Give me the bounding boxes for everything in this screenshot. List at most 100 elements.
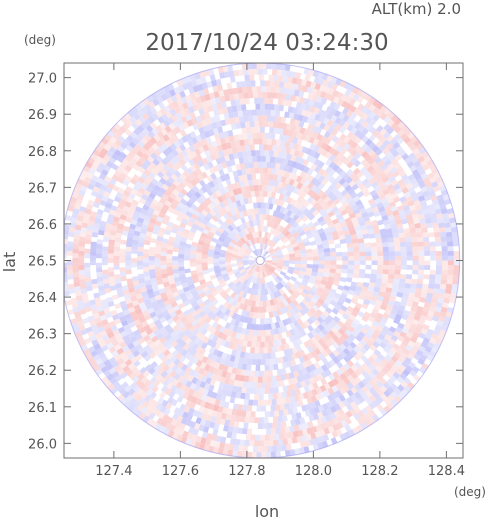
radar-cell xyxy=(382,241,389,248)
radar-cell xyxy=(439,311,447,318)
radar-cell xyxy=(219,187,226,196)
radar-cell xyxy=(312,131,319,139)
radar-cell xyxy=(277,257,284,261)
radar-cell xyxy=(289,308,297,316)
radar-cell xyxy=(400,265,407,270)
radar-cell xyxy=(114,274,121,280)
radar-cell xyxy=(128,306,136,314)
radar-cell xyxy=(103,191,111,198)
radar-cell xyxy=(275,404,281,411)
radar-cell xyxy=(254,208,259,215)
radar-cell xyxy=(277,232,285,240)
radar-cell xyxy=(326,74,333,82)
radar-cell xyxy=(128,372,137,380)
radar-cell xyxy=(310,118,318,126)
radar-cell xyxy=(275,267,282,273)
radar-cell xyxy=(412,269,419,275)
radar-cell xyxy=(170,227,178,234)
radar-cell xyxy=(237,110,244,117)
radar-cell xyxy=(224,205,231,213)
radar-cell xyxy=(74,229,81,235)
radar-cell xyxy=(282,158,289,166)
radar-cell xyxy=(263,97,269,104)
radar-cell xyxy=(299,248,307,254)
radar-cell xyxy=(236,295,243,303)
radar-cell xyxy=(239,247,246,253)
radar-cell xyxy=(276,69,283,76)
radar-cell xyxy=(261,237,266,244)
radar-cell xyxy=(208,333,215,341)
radar-cell xyxy=(271,69,278,76)
radar-cell xyxy=(447,260,454,266)
radar-cell xyxy=(371,206,380,214)
radar-cell xyxy=(170,128,178,137)
radar-cell xyxy=(178,182,186,190)
radar-cell xyxy=(286,390,292,398)
radar-cell xyxy=(253,161,259,168)
radar-cell xyxy=(108,244,115,250)
radar-cell xyxy=(310,395,318,403)
radar-cell xyxy=(212,146,219,154)
radar-cell xyxy=(241,410,247,417)
radar-cell xyxy=(320,320,328,329)
radar-cell xyxy=(286,196,293,204)
radar-cell xyxy=(334,272,342,278)
radar-cell xyxy=(370,246,378,252)
radar-cell xyxy=(242,242,249,249)
radar-cell xyxy=(175,161,183,169)
radar-cell xyxy=(263,251,269,257)
radar-cell xyxy=(332,96,340,104)
radar-cell xyxy=(130,295,138,302)
radar-cell xyxy=(308,300,316,308)
radar-cell xyxy=(232,385,238,393)
radar-cell xyxy=(360,355,369,363)
radar-cell xyxy=(423,274,430,280)
radar-cell xyxy=(258,231,262,238)
radar-cell xyxy=(341,251,349,257)
radar-cell xyxy=(367,211,375,218)
radar-cell xyxy=(261,283,266,290)
radar-cell xyxy=(267,167,273,175)
radar-cell xyxy=(250,80,256,87)
radar-cell xyxy=(369,277,377,284)
radar-cell xyxy=(290,359,297,367)
radar-cell xyxy=(222,407,229,414)
radar-cell xyxy=(79,206,87,213)
radar-cell xyxy=(149,202,157,210)
radar-cell xyxy=(240,327,247,335)
radar-cell xyxy=(119,172,127,180)
radar-cell xyxy=(327,276,335,282)
radar-cell xyxy=(113,265,120,270)
radar-cell xyxy=(424,265,431,271)
radar-cell xyxy=(234,438,241,446)
radar-cell xyxy=(434,208,442,215)
radar-cell xyxy=(284,177,291,185)
radar-cell xyxy=(153,409,162,417)
radar-cell xyxy=(393,300,401,307)
radar-cell xyxy=(281,188,288,196)
radar-cell xyxy=(288,249,295,255)
radar-cell xyxy=(269,265,276,271)
radar-cell xyxy=(329,412,337,420)
radar-cell xyxy=(195,285,203,292)
radar-cell xyxy=(162,281,170,288)
radar-cell xyxy=(172,268,179,274)
radar-cell xyxy=(105,312,113,319)
radar-cell xyxy=(325,347,333,355)
radar-cell xyxy=(270,381,276,388)
radar-cell xyxy=(282,355,289,363)
radar-cell xyxy=(422,208,430,215)
radar-cell xyxy=(212,307,220,315)
radar-cell xyxy=(170,287,178,294)
radar-cell xyxy=(227,64,234,72)
radar-cell xyxy=(411,319,419,326)
radar-cell xyxy=(120,276,127,282)
radar-cell xyxy=(382,269,389,275)
radar-cell xyxy=(123,293,131,300)
radar-cell xyxy=(121,355,130,363)
radar-cell xyxy=(339,80,347,88)
radar-cell xyxy=(322,243,330,249)
radar-cell xyxy=(159,346,168,354)
radar-cell xyxy=(397,356,406,364)
radar-cell xyxy=(270,241,277,248)
